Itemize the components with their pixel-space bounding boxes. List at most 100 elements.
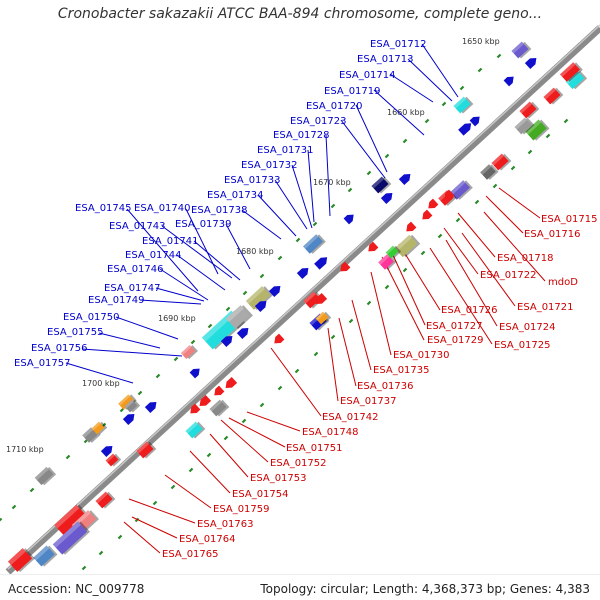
gene-block-body: [385, 245, 399, 259]
leader-line: [164, 474, 212, 509]
gene-label[interactable]: ESA_01716: [524, 229, 581, 240]
gene-block-shine: [543, 87, 557, 100]
leader-line: [398, 243, 441, 311]
gene-label[interactable]: ESA_01749: [88, 295, 145, 306]
gene-block-shine: [449, 180, 466, 195]
gene-arrow-body: [524, 57, 537, 70]
kbp-label-1700: 1700 kbp: [82, 379, 120, 388]
gene-label[interactable]: ESA_01764: [179, 534, 236, 545]
gene-label[interactable]: ESA_01739: [175, 219, 232, 230]
gene-block: [511, 41, 532, 59]
gene-label[interactable]: ESA_01728: [273, 130, 330, 141]
gene-block: [245, 286, 273, 310]
tick-mark: [0, 517, 3, 522]
genome-diagram[interactable]: 1650 kbp 1650 kbp 1660 kbp 1670 kbp 1680…: [0, 0, 600, 574]
gene-label[interactable]: ESA_01759: [213, 504, 270, 515]
gene-label[interactable]: ESA_01724: [499, 322, 556, 333]
gene-label[interactable]: ESA_01727: [426, 321, 483, 332]
gene-block: [378, 254, 397, 270]
gene-label[interactable]: ESA_01744: [125, 250, 182, 261]
gene-arrow: [406, 221, 417, 232]
gene-label[interactable]: ESA_01753: [250, 473, 307, 484]
gene-label[interactable]: ESA_01750: [63, 312, 120, 323]
gene-arrow: [100, 445, 113, 458]
gene-arrow-body: [236, 327, 249, 340]
gene-block-body: [371, 176, 389, 194]
gene-label[interactable]: ESA_01715: [541, 214, 598, 225]
gene-arrow-body: [422, 209, 433, 220]
gene-label[interactable]: ESA_01743: [109, 221, 166, 232]
gene-label[interactable]: ESA_01740: [134, 203, 191, 214]
gene-label[interactable]: ESA_01734: [207, 190, 264, 201]
footer: Accession: NC_009778 Topology: circular;…: [0, 574, 600, 600]
gene-label[interactable]: ESA_01730: [393, 350, 450, 361]
gene-block-body: [315, 311, 329, 325]
gene-block: [34, 466, 57, 486]
gene-arrow: [225, 376, 238, 389]
gene-label[interactable]: ESA_01714: [339, 70, 396, 81]
gene-label[interactable]: ESA_01765: [162, 549, 219, 560]
gene-label[interactable]: ESA_01746: [107, 264, 164, 275]
tick-mark: [312, 221, 318, 227]
gene-arrow: [214, 385, 225, 396]
gene-block-body: [514, 117, 532, 135]
gene-label[interactable]: ESA_01755: [47, 327, 104, 338]
gene-label[interactable]: ESA_01719: [324, 86, 381, 97]
gene-label[interactable]: ESA_01720: [306, 101, 363, 112]
leader-line: [131, 516, 178, 539]
tick-mark: [330, 334, 336, 340]
gene-block-shine: [82, 427, 94, 438]
gene-label[interactable]: ESA_01756: [31, 343, 88, 354]
gene-label[interactable]: ESA_01718: [497, 253, 554, 264]
gene-arrow-body: [296, 267, 309, 280]
gene-block-body: [453, 96, 471, 114]
gene-arrow: [524, 57, 537, 70]
gene-label[interactable]: ESA_01754: [232, 489, 289, 500]
leader-line: [355, 104, 388, 173]
gene-label[interactable]: ESA_01729: [427, 335, 484, 346]
leader-line: [407, 58, 453, 102]
leader-line: [65, 362, 134, 384]
gene-label[interactable]: ESA_01741: [142, 236, 199, 247]
gene-label[interactable]: ESA_01725: [494, 340, 551, 351]
gene-label[interactable]: ESA_01745: [75, 203, 132, 214]
gene-label[interactable]: ESA_01748: [302, 427, 359, 438]
gene-block: [519, 101, 540, 119]
topology-text: Topology: circular; Length: 4,368,373 bp…: [260, 582, 590, 596]
tick-mark: [134, 517, 140, 523]
gene-label[interactable]: ESA_01731: [257, 145, 314, 156]
gene-block: [185, 421, 206, 439]
gene-label[interactable]: ESA_01737: [340, 396, 397, 407]
tick-mark: [313, 351, 319, 357]
gene-label[interactable]: ESA_01722: [480, 270, 537, 281]
gene-label[interactable]: ESA_01763: [197, 519, 254, 530]
gene-label[interactable]: ESA_01752: [270, 458, 327, 469]
gene-block-shine: [394, 234, 413, 252]
gene-label[interactable]: ESA_01713: [357, 54, 414, 65]
leader-line: [325, 134, 331, 217]
gene-block-shine: [124, 399, 134, 409]
gene-arrow: [144, 401, 157, 414]
gene-label[interactable]: ESA_01735: [373, 365, 430, 376]
gene-label[interactable]: ESA_01732: [241, 160, 298, 171]
gene-label[interactable]: ESA_01747: [104, 283, 161, 294]
gene-label[interactable]: ESA_01726: [441, 305, 498, 316]
gene-label[interactable]: ESA_01751: [286, 443, 343, 454]
gene-label[interactable]: ESA_01721: [517, 302, 574, 313]
gene-arrow-body: [144, 401, 157, 414]
leader-lines: [65, 43, 546, 554]
gene-label[interactable]: mdoD: [548, 277, 578, 288]
gene-label[interactable]: ESA_01733: [224, 175, 281, 186]
gene-label[interactable]: ESA_01757: [14, 358, 71, 369]
gene-block-body: [180, 344, 196, 360]
tick-mark: [98, 550, 104, 556]
gene-block: [394, 234, 421, 258]
gene-block-body: [245, 286, 271, 310]
gene-label[interactable]: ESA_01742: [322, 412, 379, 423]
gene-label[interactable]: ESA_01712: [370, 39, 427, 50]
gene-label[interactable]: ESA_01736: [357, 381, 414, 392]
gene-label[interactable]: ESA_01723: [290, 116, 347, 127]
tick-mark: [137, 390, 143, 396]
gene-label[interactable]: ESA_01738: [191, 205, 248, 216]
gene-block-body: [124, 399, 138, 413]
